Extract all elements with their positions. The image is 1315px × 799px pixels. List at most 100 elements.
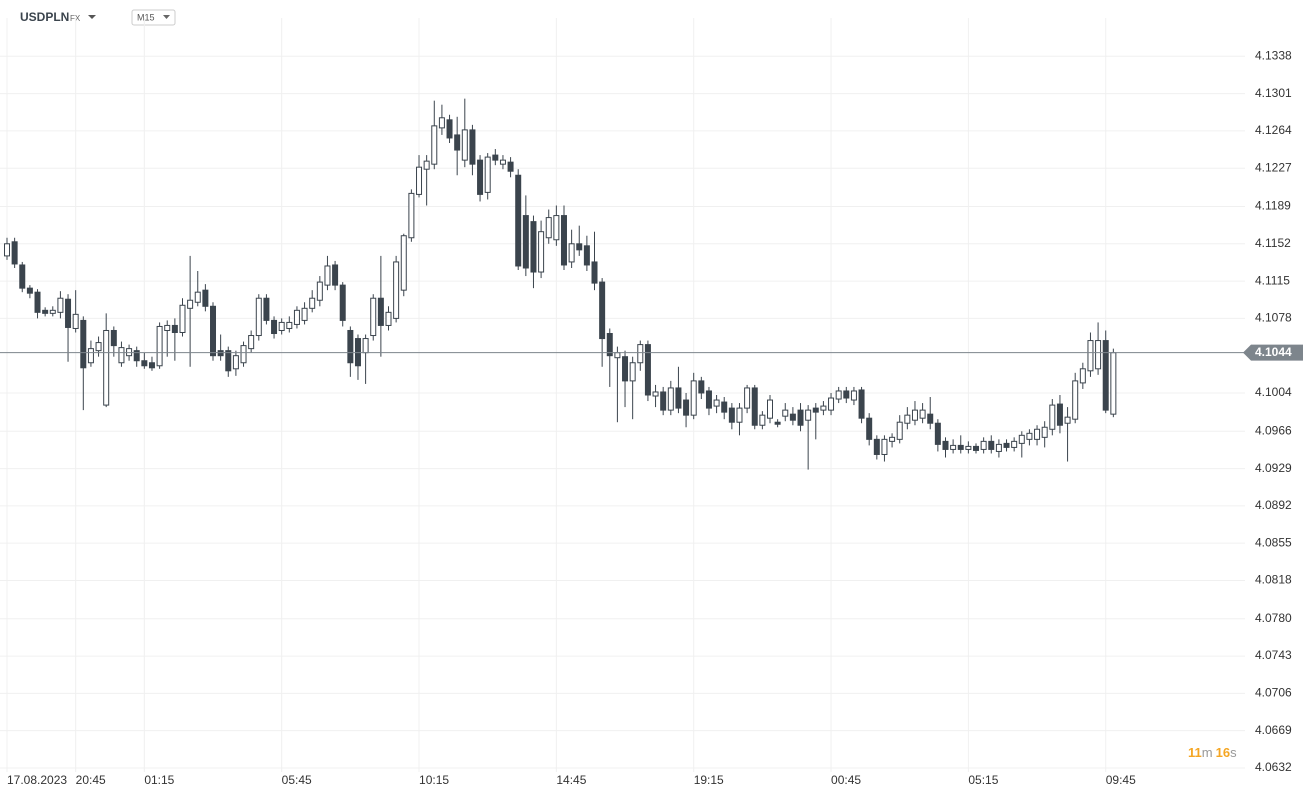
- candle-body-up: [667, 387, 674, 411]
- y-tick-label: 4.0780: [1255, 611, 1292, 625]
- current-price-tag: [1243, 344, 1303, 361]
- candle-body-up: [950, 444, 957, 450]
- candle-body-down: [522, 215, 529, 269]
- candle-body-down: [26, 287, 33, 294]
- candle-body-down: [171, 324, 178, 334]
- candle-body-down: [469, 129, 476, 165]
- candle-body-up: [767, 399, 773, 419]
- candle-body-down: [1003, 442, 1010, 448]
- candle-body-up: [393, 261, 400, 319]
- candle-body-up: [248, 335, 255, 350]
- x-tick-label: 20:45: [76, 773, 106, 787]
- candle-body-down: [599, 281, 606, 340]
- candle-body-up: [324, 265, 331, 286]
- candle-body-down: [942, 440, 949, 450]
- y-tick-label: 4.1227: [1255, 160, 1292, 174]
- x-tick-label: 05:15: [968, 773, 998, 787]
- symbol-dropdown[interactable]: [88, 15, 96, 19]
- candle-body-down: [225, 350, 232, 372]
- candle-body-up: [438, 117, 445, 129]
- candle-body-down: [354, 338, 361, 367]
- candle-body-down: [698, 380, 705, 394]
- candle-body-down: [507, 161, 514, 172]
- candle-body-down: [675, 387, 682, 409]
- y-tick-label: 4.0892: [1255, 498, 1292, 512]
- candle-body-up: [156, 325, 163, 367]
- y-tick-label: 4.0669: [1255, 723, 1292, 737]
- candle-body-up: [362, 338, 369, 354]
- candle-body-down: [80, 319, 87, 369]
- candle-body-up: [965, 445, 972, 450]
- candle-body-up: [370, 297, 377, 337]
- candle-body-up: [911, 409, 918, 421]
- candle-body-up: [919, 409, 926, 419]
- overlay: 4.1338 4.1301 4.1264 4.1227 4.1189 4.1152 4.11…: [0, 48, 1303, 787]
- candle-body-down: [347, 329, 354, 364]
- candle-body-up: [1011, 440, 1018, 448]
- y-tick-label: 4.1338: [1255, 48, 1292, 62]
- y-tick-label: 4.0743: [1255, 648, 1292, 662]
- candle-body-up: [179, 304, 186, 334]
- candle-body-down: [591, 261, 598, 284]
- y-tick-label: 4.1078: [1255, 311, 1292, 325]
- candle-body-up: [103, 329, 110, 406]
- countdown: 11m 16s: [1188, 745, 1237, 760]
- candle-body-up: [49, 309, 56, 314]
- candle-body-up: [126, 348, 133, 357]
- candle-body-up: [1049, 404, 1056, 430]
- candle-body-up: [652, 391, 659, 397]
- y-tick-label: 4.1264: [1255, 123, 1292, 137]
- candle-body-down: [606, 333, 613, 357]
- candle-body-down: [1056, 403, 1063, 426]
- toolbar: USDPLN FX M15: [20, 9, 176, 26]
- candle-body-down: [1102, 340, 1109, 411]
- candle-body-up: [278, 321, 285, 331]
- y-tick-label: 4.1115: [1255, 273, 1290, 287]
- x-tick-label: 10:15: [419, 773, 449, 787]
- x-tick-label: 19:15: [694, 773, 724, 787]
- candle-body-up: [904, 414, 911, 424]
- candle-body-up: [187, 299, 194, 309]
- candle-body-up: [805, 409, 812, 421]
- candle-body-down: [988, 440, 995, 450]
- grid: [0, 18, 1245, 772]
- x-tick-label: 00:45: [831, 773, 861, 787]
- candle-body-down: [446, 119, 453, 139]
- candle-body-down: [560, 215, 567, 266]
- candle-body-down: [728, 407, 735, 423]
- candle-body-up: [759, 414, 766, 426]
- candle-body-up: [408, 192, 415, 239]
- countdown-seconds: 16: [1216, 745, 1230, 760]
- candle-body-up: [286, 321, 293, 329]
- countdown-minutes: 11: [1188, 745, 1202, 760]
- candle-body-down: [927, 413, 934, 424]
- interval: M15: [137, 12, 155, 22]
- interval-select[interactable]: [131, 9, 176, 26]
- candle-body-down: [858, 389, 865, 419]
- candle-body-up: [194, 291, 201, 303]
- candle-body-up: [232, 355, 239, 370]
- candle-body-up: [1087, 340, 1094, 372]
- candle-body-down: [705, 390, 712, 409]
- y-tick-label: 4.0855: [1255, 535, 1292, 549]
- y-tick-label: 4.0706: [1255, 686, 1292, 700]
- candle-body-up: [118, 347, 125, 364]
- x-tick-label: 05:45: [282, 773, 312, 787]
- candle-body-up: [240, 345, 247, 364]
- candle-body-up: [690, 380, 697, 416]
- candle-body-up: [782, 409, 789, 417]
- candle-body-up: [835, 390, 842, 400]
- candle-body-up: [889, 436, 896, 442]
- y-tick-label: 4.0632: [1255, 760, 1292, 774]
- candle-body-up: [423, 160, 430, 170]
- candle-body-down: [148, 362, 155, 369]
- candle-body-down: [812, 407, 819, 413]
- candle-body-down: [721, 401, 728, 413]
- candle-body-down: [934, 422, 941, 445]
- candle-body-down: [576, 243, 583, 251]
- y-tick-label: 4.0818: [1255, 573, 1292, 587]
- candle-body-down: [377, 297, 384, 326]
- candle-body-up: [744, 387, 751, 409]
- candle-body-up: [995, 443, 1002, 452]
- x-tick-label: 14:45: [556, 773, 586, 787]
